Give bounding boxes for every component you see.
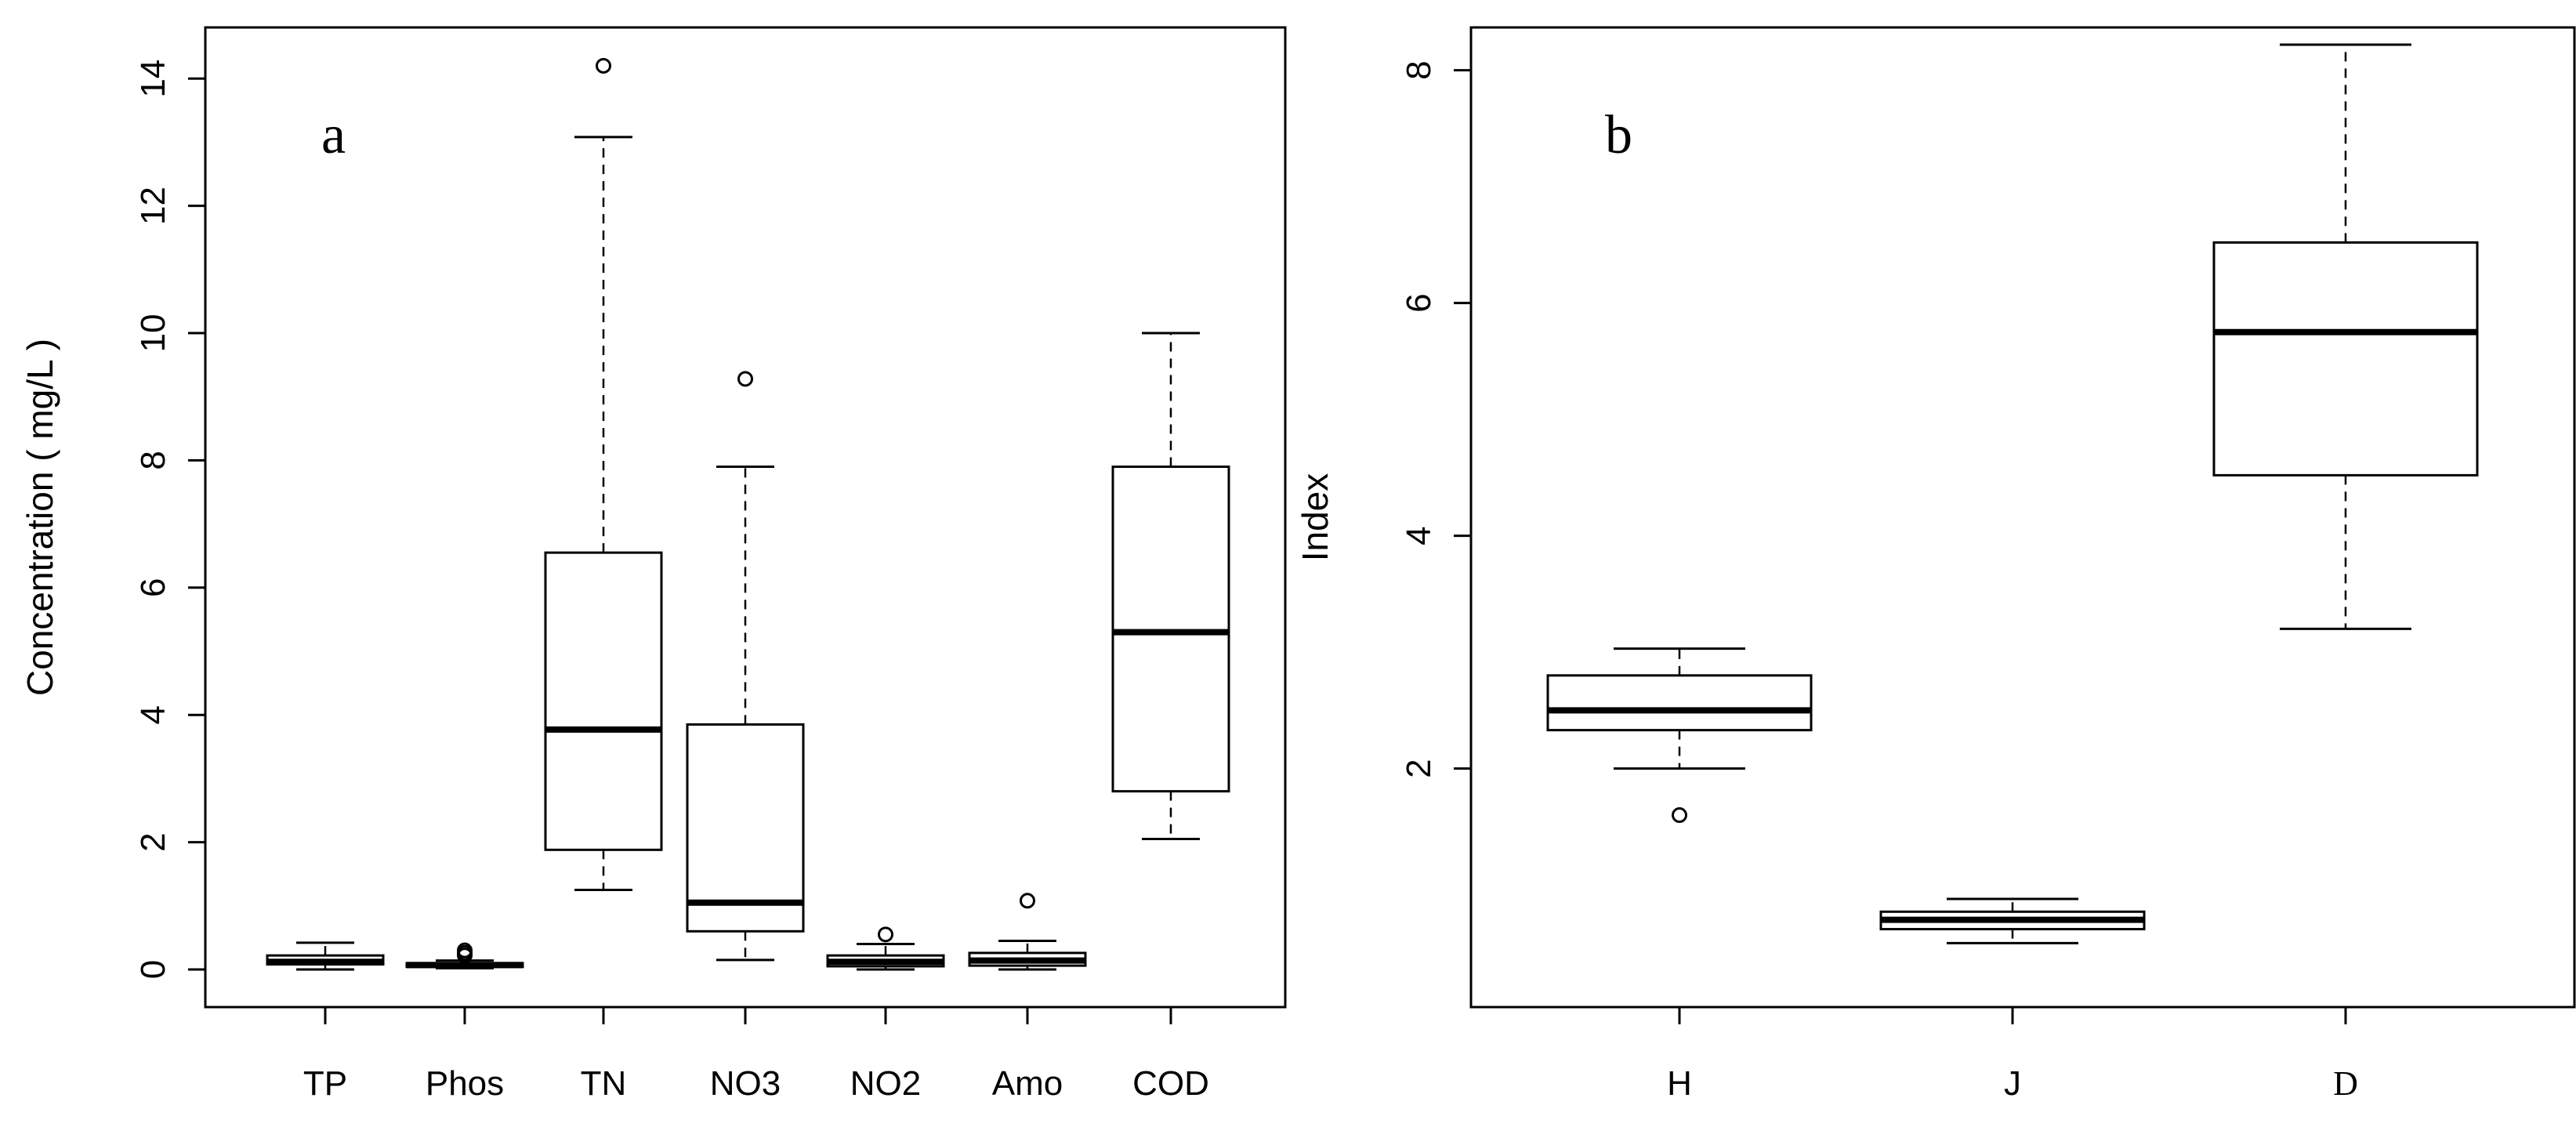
panel-label: a <box>321 105 346 165</box>
box-no3 <box>686 371 805 962</box>
x-tick-label: D <box>2333 1064 2358 1103</box>
x-tick-label: J <box>2004 1064 2021 1103</box>
y-tick-label: 10 <box>134 314 172 353</box>
y-tick-label: 2 <box>134 832 172 851</box>
iqr-box <box>2212 241 2479 477</box>
outlier-point <box>1672 807 1687 824</box>
box-phos <box>405 942 524 969</box>
x-tick-label: NO3 <box>710 1064 781 1103</box>
iqr-box <box>686 723 805 933</box>
box-j <box>1879 897 2146 944</box>
y-axis-title: Concentration ( mg/L ) <box>20 339 60 696</box>
outlier-point <box>1020 893 1035 909</box>
outlier-point <box>596 57 611 74</box>
outlier-point <box>737 371 753 387</box>
y-tick-label: 8 <box>1400 60 1438 79</box>
box-cod <box>1111 332 1230 841</box>
panel-a: 0 2 4 6 8 10 12 14 Concentration ( mg/L ) a TP Phos… <box>20 26 1287 1103</box>
outlier-point <box>878 926 893 943</box>
y-tick-label: 8 <box>134 451 172 469</box>
y-tick-label: 6 <box>1400 293 1438 312</box>
y-tick-label: 4 <box>134 705 172 724</box>
y-tick-label: 0 <box>134 960 172 979</box>
box-h <box>1546 647 1813 824</box>
y-tick-label: 6 <box>134 578 172 597</box>
y-tick-label: 14 <box>134 60 172 98</box>
x-tick-label: COD <box>1132 1064 1209 1103</box>
x-tick-label: NO2 <box>850 1064 921 1103</box>
box-amo <box>968 893 1087 971</box>
x-tick-label: H <box>1667 1064 1692 1103</box>
x-tick-label: TP <box>303 1064 347 1103</box>
y-tick-label: 2 <box>1400 759 1438 777</box>
outlier-point <box>457 942 473 958</box>
x-tick-label: TN <box>581 1064 627 1103</box>
iqr-box <box>544 551 663 851</box>
box-tp <box>266 941 385 971</box>
panel-label: b <box>1605 105 1632 165</box>
plot-frame <box>1469 26 2576 1009</box>
box-d <box>2212 43 2479 630</box>
x-tick-label: Phos <box>426 1064 504 1103</box>
iqr-box <box>1111 466 1230 793</box>
y-tick-label: 4 <box>1400 526 1438 545</box>
box-tn <box>544 57 663 891</box>
box-no2 <box>826 926 945 971</box>
iqr-box <box>1546 674 1813 732</box>
x-tick-label: Amo <box>992 1064 1063 1103</box>
y-tick-label: 12 <box>134 187 172 225</box>
panel-b: 2 4 6 8 Index b H J D <box>1295 26 2576 1103</box>
y-axis-title: Index <box>1295 473 1335 562</box>
